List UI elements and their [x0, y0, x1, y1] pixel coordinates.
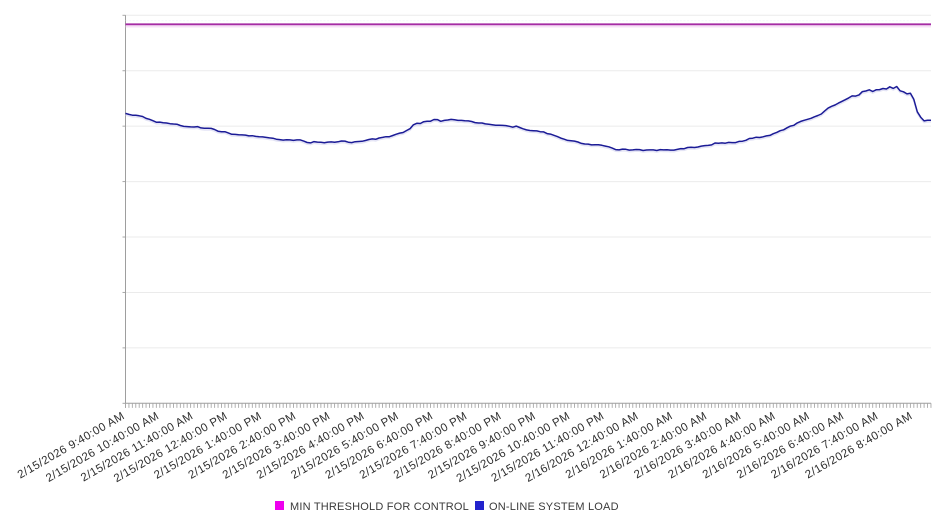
svg-text:ON-LINE SYSTEM LOAD: ON-LINE SYSTEM LOAD [489, 501, 619, 513]
svg-text:MIN THRESHOLD FOR CONTROL: MIN THRESHOLD FOR CONTROL [290, 501, 469, 513]
